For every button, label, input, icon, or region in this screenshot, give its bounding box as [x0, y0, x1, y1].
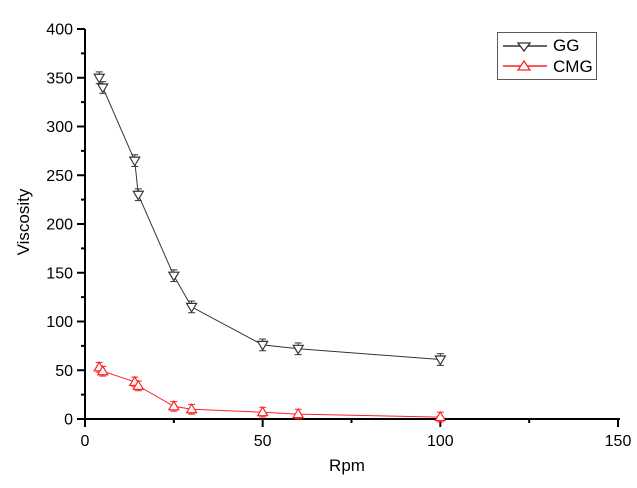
y-tick-label-400: 400: [46, 22, 73, 39]
triangle-up-marker: [132, 379, 145, 390]
legend-item-cmg: CMG: [502, 56, 593, 76]
series-line: [98, 366, 441, 418]
y-tick-label-0: 0: [64, 412, 73, 429]
triangle-up-marker: [96, 365, 109, 376]
triangle-down-marker: [167, 271, 180, 282]
y-tick-label-250: 250: [46, 168, 73, 185]
y-tick-label-50: 50: [55, 363, 73, 380]
triangle-up-marker: [434, 410, 447, 422]
series-line: [98, 77, 441, 360]
y-axis-ticks: 0 50 100 150 200 250 300 350 400: [46, 22, 85, 429]
y-tick-label-200: 200: [46, 217, 73, 234]
cmg-line-marker-icon: [503, 60, 547, 71]
x-tick-label-100: 100: [427, 433, 454, 450]
triangle-down-marker: [128, 156, 141, 167]
triangle-down-marker: [292, 344, 305, 355]
y-axis-title: Viscosity: [14, 188, 33, 256]
series-gg: [93, 71, 447, 366]
triangle-down-marker: [96, 83, 109, 94]
x-tick-label-150: 150: [605, 433, 632, 450]
legend: GG CMG: [497, 32, 597, 80]
triangle-down-marker: [256, 340, 269, 352]
x-axis-ticks: 0 50 100 150: [81, 419, 632, 450]
triangle-down-marker: [434, 355, 447, 366]
triangle-down-marker: [132, 190, 145, 201]
triangle-up-marker: [167, 400, 180, 411]
legend-label-gg: GG: [553, 36, 580, 56]
triangle-up-marker: [292, 407, 305, 419]
gg-line-marker-icon: [503, 42, 547, 52]
triangle-up-marker: [185, 403, 198, 414]
legend-item-gg: GG: [502, 36, 592, 56]
axes: [84, 29, 620, 420]
legend-label-cmg: CMG: [553, 56, 593, 76]
triangle-down-marker: [93, 73, 106, 84]
triangle-down-marker: [185, 302, 198, 314]
series-cmg: [93, 361, 447, 423]
x-tick-label-50: 50: [254, 433, 272, 450]
y-tick-label-350: 350: [46, 70, 73, 87]
triangle-up-marker: [256, 405, 269, 417]
y-tick-label-300: 300: [46, 119, 73, 136]
x-tick-label-0: 0: [81, 433, 90, 450]
y-tick-label-150: 150: [46, 265, 73, 282]
y-tick-label-100: 100: [46, 314, 73, 331]
x-axis-title: Rpm: [329, 456, 365, 475]
